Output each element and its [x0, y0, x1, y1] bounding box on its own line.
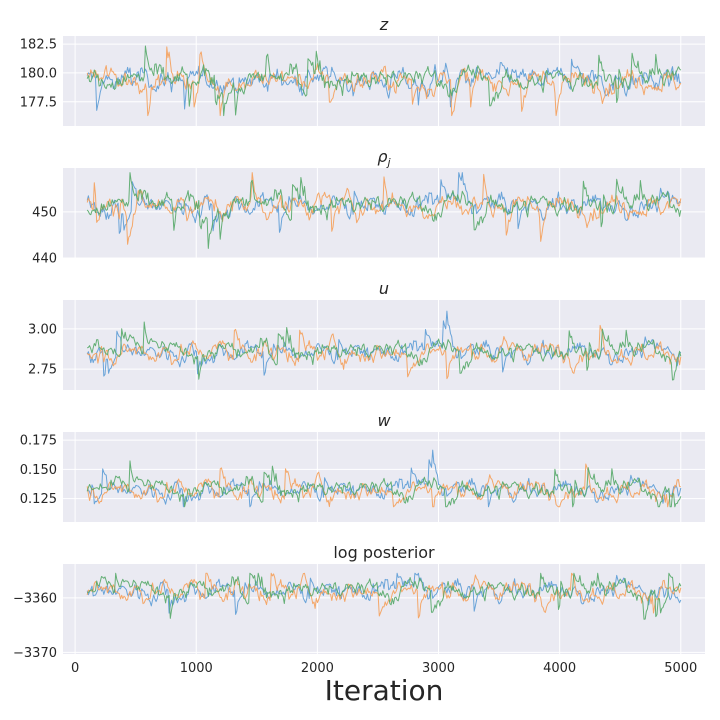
chain-3-trace	[86, 460, 682, 508]
y-tick-label: 180.0	[20, 66, 57, 81]
y-tick-label: 450	[32, 205, 57, 220]
panel-background	[63, 564, 705, 654]
panel-5: −3370 −3360 log posterior 0 1000 2000 3000 4000…	[13, 543, 705, 676]
panel-title: z	[379, 15, 389, 34]
y-tick-label: 2.75	[28, 363, 57, 378]
chain-2-trace	[86, 572, 682, 619]
panel-title: u	[379, 279, 389, 298]
panel-background	[63, 432, 705, 522]
y-tick-label: 177.5	[20, 95, 57, 110]
panel-4: 0.125 0.150 0.175 w	[20, 411, 705, 522]
chain-3-trace	[86, 172, 682, 249]
x-tick-label: 2000	[301, 661, 334, 676]
x-axis-label: Iteration	[325, 674, 444, 707]
y-tick-label: 0.125	[20, 492, 57, 507]
chain-3-trace	[87, 572, 682, 620]
chain-3-trace	[86, 45, 682, 117]
y-tick-label: 3.00	[28, 322, 57, 337]
y-tick-label: 182.5	[20, 38, 57, 53]
panel-title: ρj	[377, 147, 391, 169]
panel-title: w	[377, 411, 391, 430]
x-tick-label: 3000	[422, 661, 455, 676]
y-tick-label: −3370	[13, 646, 57, 661]
y-tick-label: −3360	[13, 591, 57, 606]
panel-background	[63, 300, 705, 390]
x-tick-label: 0	[71, 661, 79, 676]
chain-1-trace	[86, 572, 682, 615]
chain-1-trace	[86, 310, 682, 377]
y-tick-label: 0.150	[20, 463, 57, 478]
y-tick-label: 440	[32, 252, 57, 267]
x-tick-label: 5000	[664, 661, 697, 676]
panel-title: log posterior	[333, 543, 435, 562]
panel-3: 2.75 3.00 u	[28, 279, 705, 390]
chain-1-trace	[86, 58, 682, 111]
x-tick-label: 1000	[180, 661, 213, 676]
x-tick-label: 4000	[543, 661, 576, 676]
panel-1: 177.5 180.0 182.5 z	[20, 15, 705, 126]
chain-2-trace	[86, 172, 682, 245]
panel-2: 440 450 ρj	[32, 147, 705, 267]
y-tick-label: 0.175	[20, 434, 57, 449]
trace-panels: 177.5180.0182.5z440450ρj2.753.00u0.1250.…	[13, 15, 705, 676]
chain-3-trace	[86, 321, 682, 381]
chain-2-trace	[86, 46, 682, 117]
